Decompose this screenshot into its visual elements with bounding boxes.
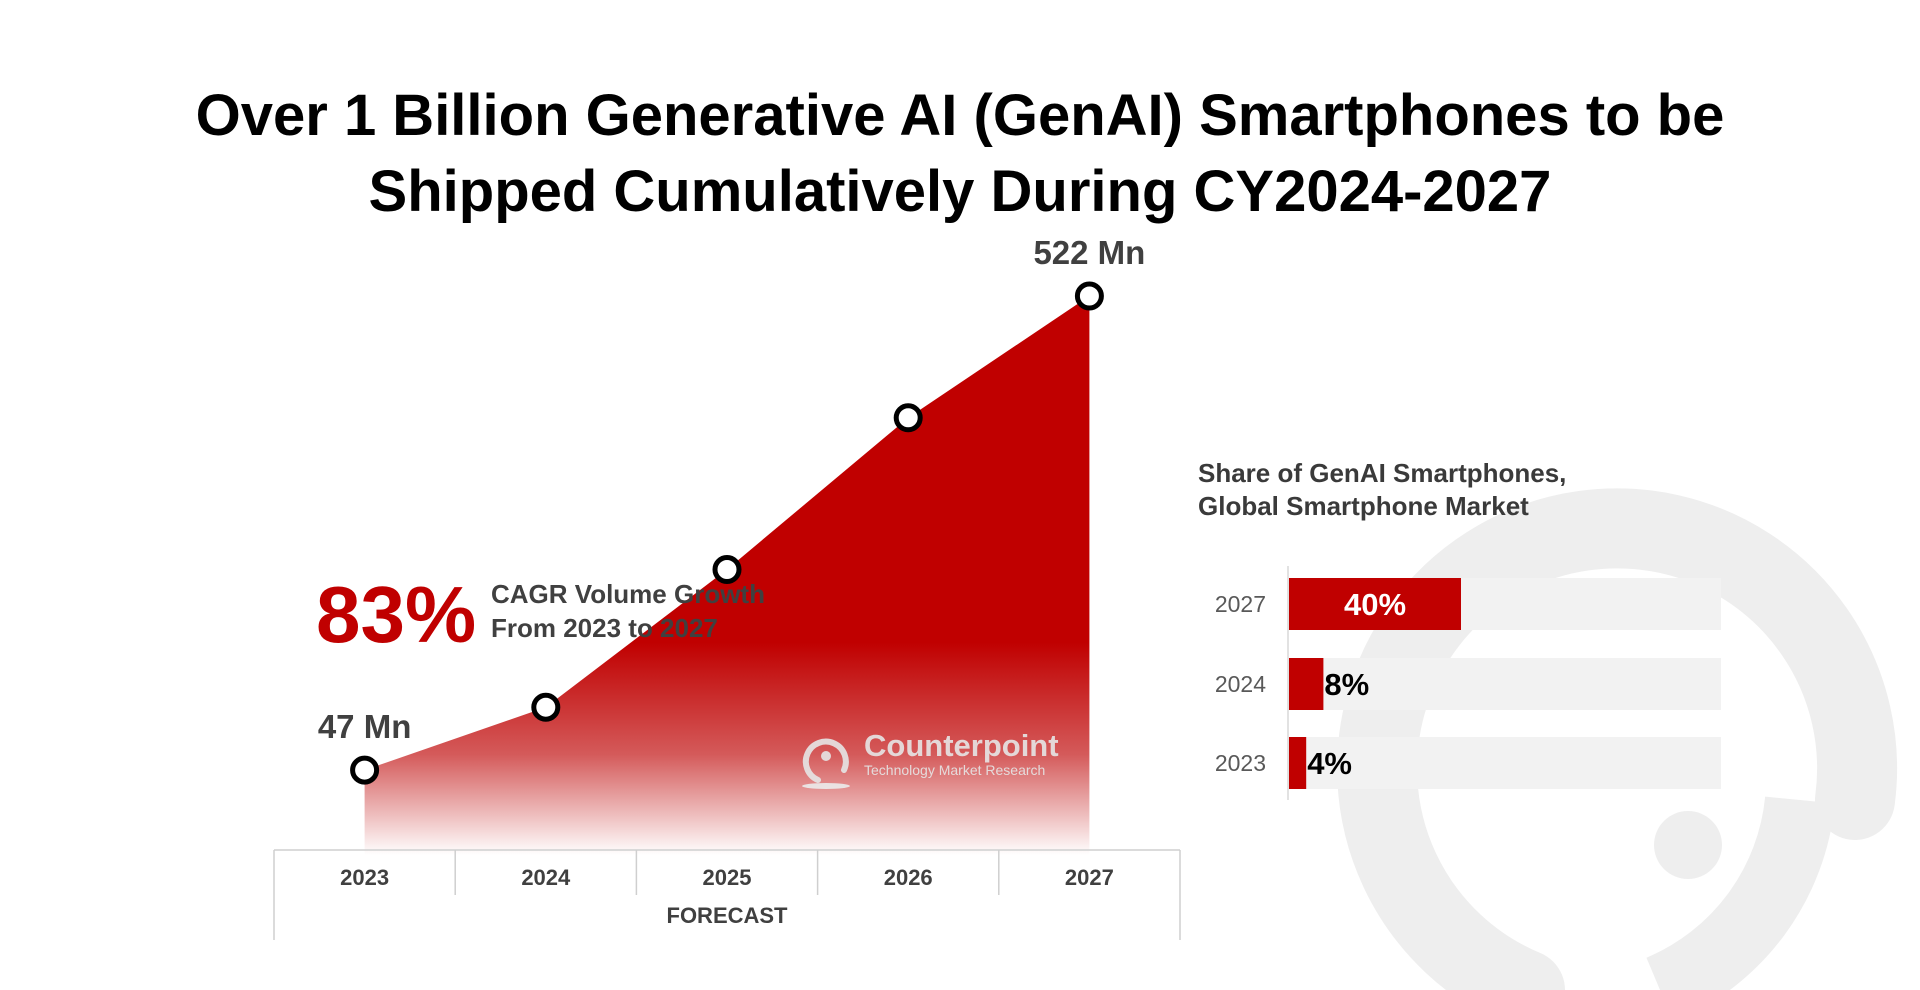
data-point-2024 xyxy=(531,692,561,722)
bar-chart-title-line-1: Share of GenAI Smartphones, xyxy=(1198,458,1567,488)
cagr-line-2: From 2023 to 2027 xyxy=(491,613,718,643)
data-point-2026 xyxy=(893,403,923,433)
counterpoint-logo: Counterpoint Technology Market Research xyxy=(800,730,1059,790)
title-line-1: Over 1 Billion Generative AI (GenAI) Sma… xyxy=(195,83,1725,148)
cagr-description: CAGR Volume Growth From 2023 to 2027 xyxy=(491,577,765,645)
forecast-label: FORECAST xyxy=(666,903,788,928)
share-bar-chart: 2027 40% 2024 8% 2023 4% xyxy=(1215,566,1721,800)
bar-chart-title-line-2: Global Smartphone Market xyxy=(1198,491,1529,521)
data-label-2027: 522 Mn xyxy=(1033,234,1145,271)
logo-name: Counterpoint xyxy=(864,728,1059,763)
data-point-2025 xyxy=(712,554,742,584)
bar-2024 xyxy=(1289,658,1324,710)
data-point-2023 xyxy=(350,755,380,785)
data-label-2023: 47 Mn xyxy=(318,708,412,745)
x-tick-label-2026: 2026 xyxy=(884,865,933,890)
chart-title: Over 1 Billion Generative AI (GenAI) Sma… xyxy=(0,78,1920,230)
bar-category-label-2023: 2023 xyxy=(1215,750,1266,776)
x-tick-label-2025: 2025 xyxy=(703,865,752,890)
logo-tagline: Technology Market Research xyxy=(864,762,1046,778)
x-tick-label-2023: 2023 xyxy=(340,865,389,890)
bar-track-2023 xyxy=(1289,737,1721,789)
title-line-2: Shipped Cumulatively During CY2024-2027 xyxy=(368,159,1552,224)
cagr-value: 83% xyxy=(316,570,477,659)
bar-value-label-2027: 40% xyxy=(1344,587,1406,622)
counterpoint-watermark-icon xyxy=(1337,488,1898,990)
bar-category-label-2024: 2024 xyxy=(1215,671,1266,697)
x-tick-label-2027: 2027 xyxy=(1065,865,1114,890)
bar-2027 xyxy=(1289,578,1461,630)
bar-track-2024 xyxy=(1289,658,1721,710)
cagr-line-1: CAGR Volume Growth xyxy=(491,579,765,609)
data-point-2027 xyxy=(1074,281,1104,311)
bar-value-label-2023: 4% xyxy=(1307,746,1352,781)
bar-value-label-2024: 8% xyxy=(1324,667,1369,702)
bar-chart-title: Share of GenAI Smartphones, Global Smart… xyxy=(1198,457,1698,523)
counterpoint-logo-icon xyxy=(802,738,850,789)
area-chart: 47 Mn 522 Mn 2023 2024 2025 2026 2027 xyxy=(273,234,1181,940)
bar-category-label-2027: 2027 xyxy=(1215,591,1266,617)
x-tick-label-2024: 2024 xyxy=(521,865,571,890)
bar-2023 xyxy=(1289,737,1307,789)
